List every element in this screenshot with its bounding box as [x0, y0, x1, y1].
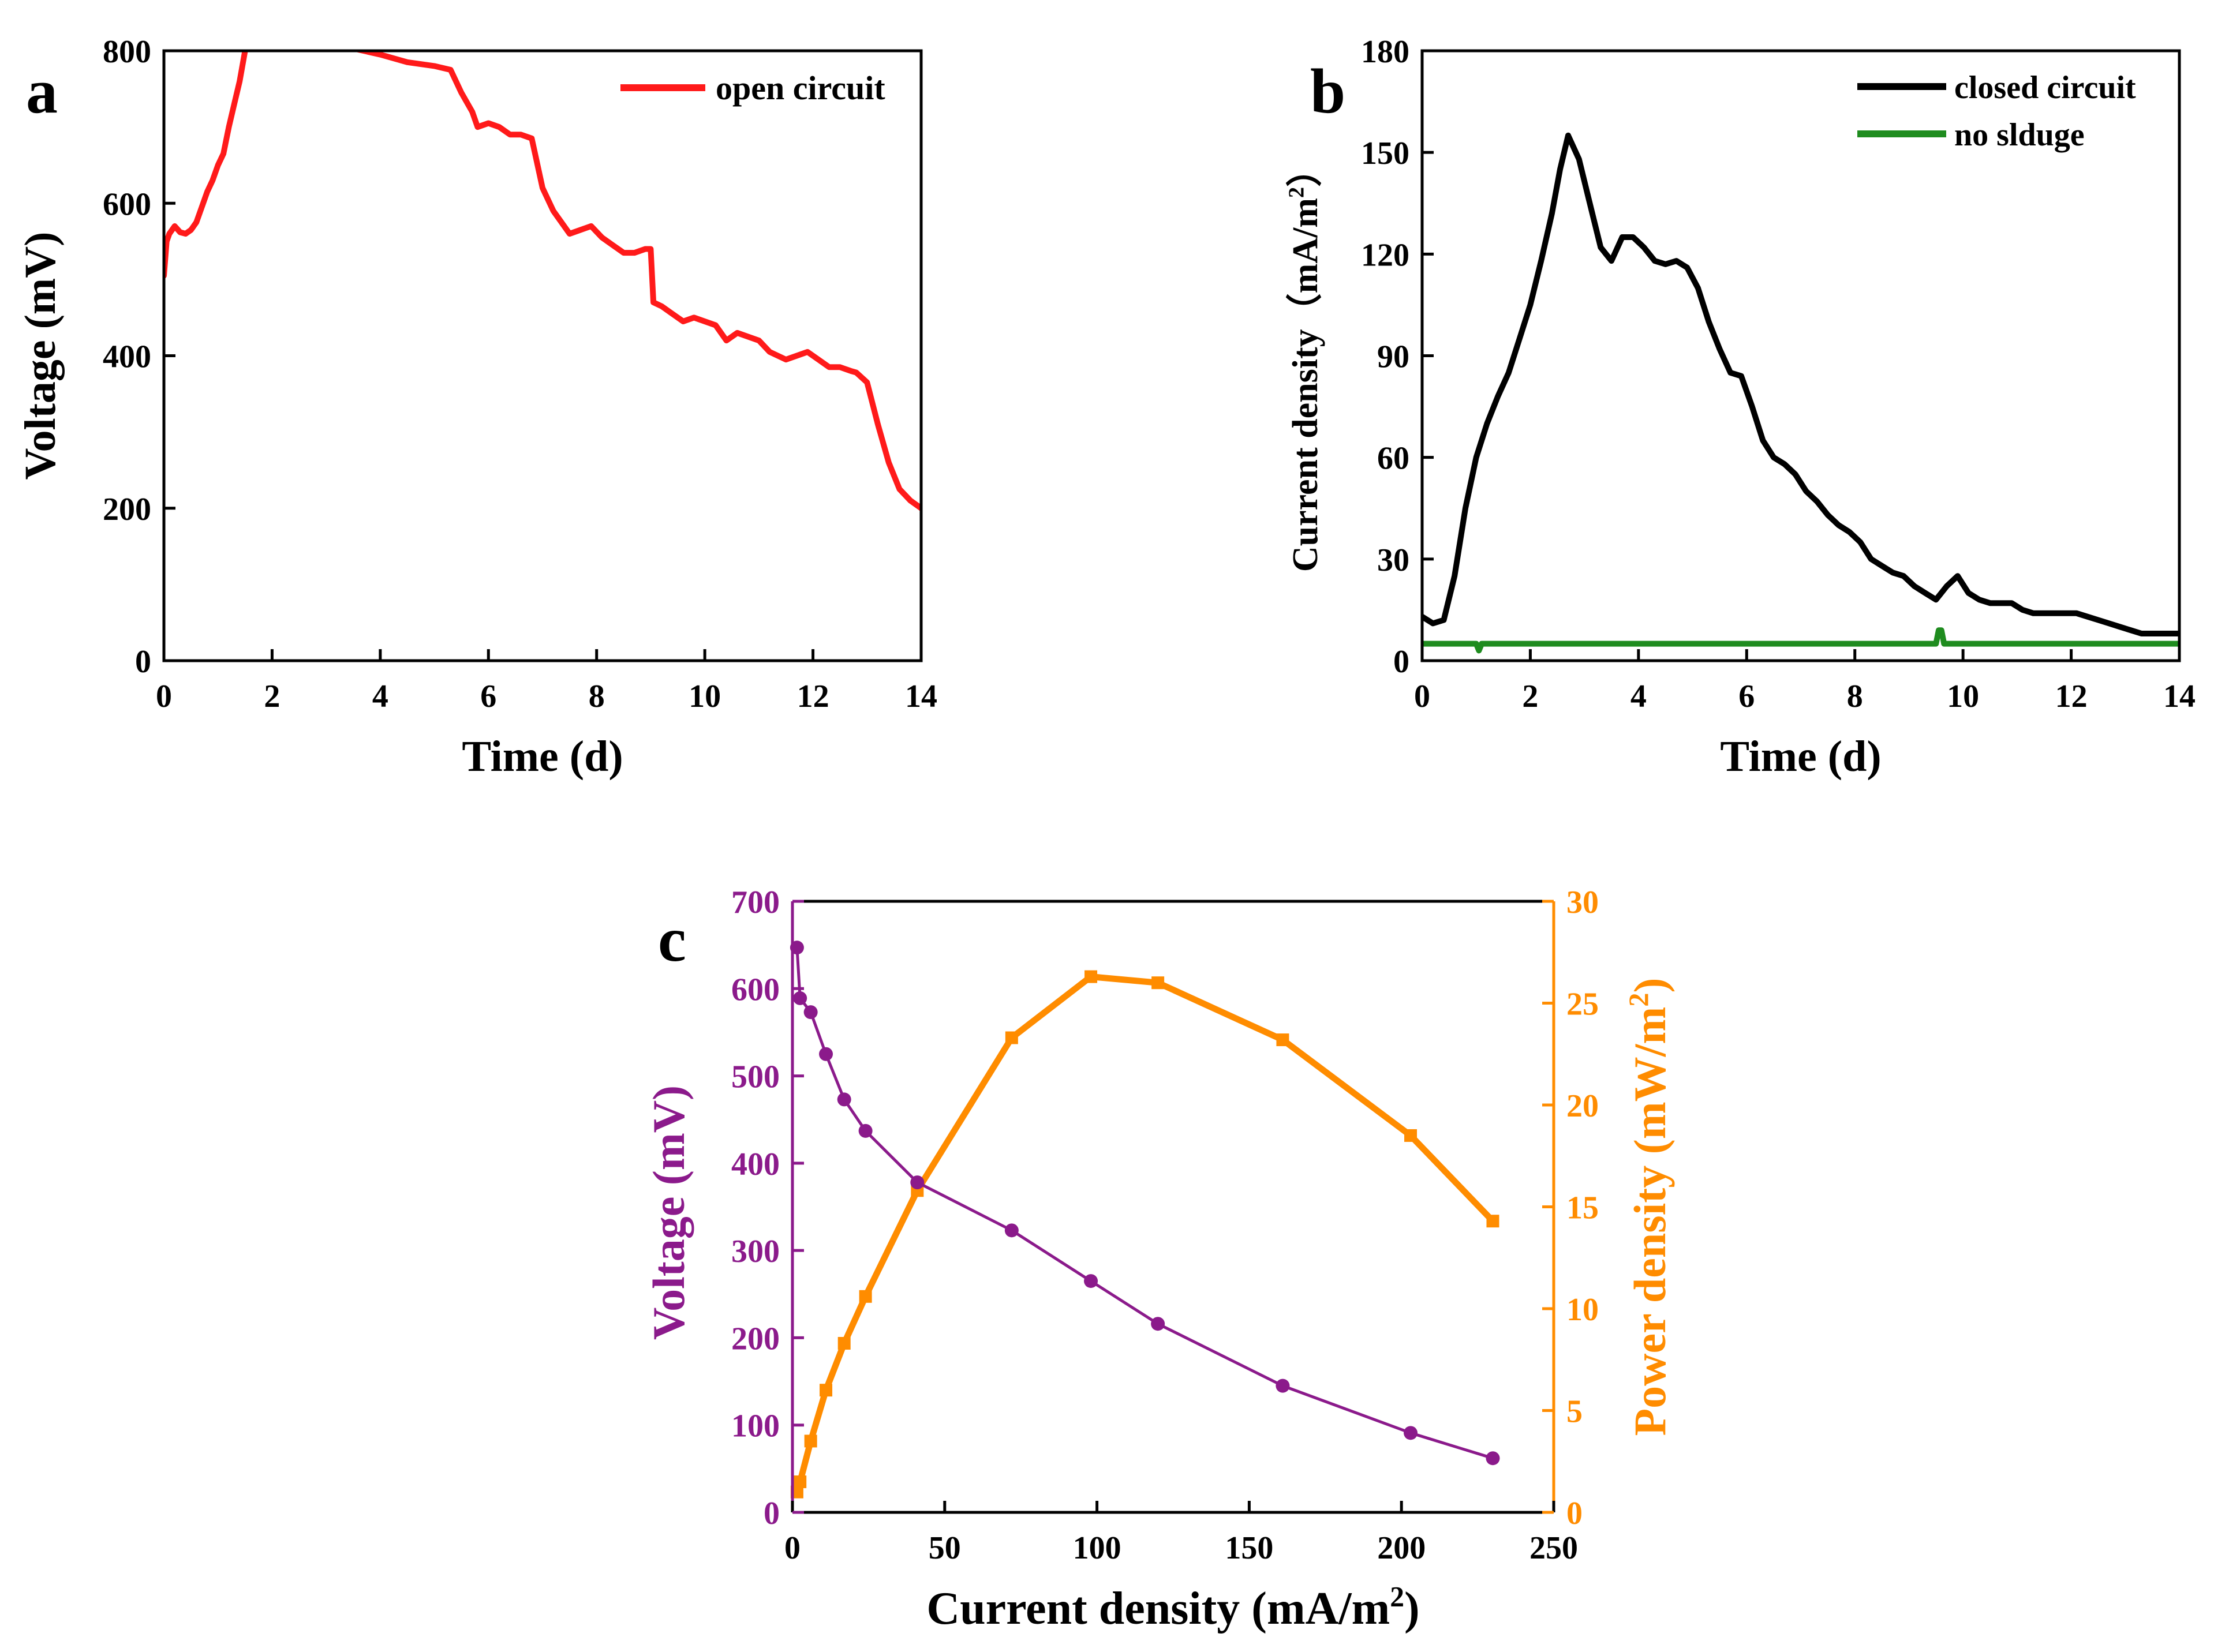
x-tick-label: 50 — [929, 1530, 961, 1566]
y-tick-label: 90 — [1377, 339, 1409, 375]
power-density-marker — [1151, 976, 1165, 990]
x-tick-label: 6 — [1738, 679, 1755, 714]
power-density-marker — [859, 1290, 872, 1303]
x-tick-label: 12 — [797, 679, 829, 714]
voltage-marker — [858, 1123, 873, 1138]
y-tick-label: 15 — [1566, 1190, 1599, 1226]
series-line-voltage — [795, 946, 1494, 1460]
x-tick-label: 200 — [1377, 1530, 1426, 1566]
y-tick-label: 30 — [1377, 542, 1409, 578]
panel-c-chart: 0 50 100 150 200 2500100200300400500600700051… — [644, 885, 1675, 1634]
x-tick-label: 6 — [480, 679, 496, 714]
y-tick-label: 700 — [731, 885, 780, 920]
panel-a-chart: 0 2 4 6 8 10 12 14 0 200 400 600 800 Time (d) Voltage … — [16, 34, 937, 781]
y-tick-label: 800 — [103, 34, 151, 70]
voltage-marker — [1404, 1426, 1418, 1440]
voltage-marker — [1004, 1223, 1019, 1238]
voltage-marker — [837, 1092, 851, 1107]
voltage-marker — [1486, 1451, 1500, 1466]
series-line-no-sludge — [1422, 627, 2179, 654]
y-tick-label: 0 — [135, 644, 151, 680]
power-density-marker — [1486, 1215, 1499, 1228]
x-tick-label: 4 — [1630, 679, 1647, 714]
y-tick-label: 150 — [1361, 136, 1409, 171]
legend-label-no-sludge: no slduge — [1954, 117, 2085, 153]
series-line-closed-circuit — [1422, 132, 2179, 636]
x-axis-title: Current density (mA/m2) — [926, 1581, 1419, 1634]
x-tick-label: 2 — [1522, 679, 1538, 714]
voltage-marker — [1276, 1378, 1290, 1393]
x-axis-title: Time (d) — [462, 732, 623, 781]
x-tick-label: 10 — [689, 679, 721, 714]
power-density-marker — [1084, 970, 1098, 983]
x-tick-label: 8 — [1847, 679, 1863, 714]
y-tick-label: 30 — [1566, 885, 1599, 920]
x-tick-label: 100 — [1073, 1530, 1121, 1566]
y-tick-label: 20 — [1566, 1088, 1599, 1124]
y-tick-label: 400 — [731, 1147, 780, 1182]
y-tick-label: 600 — [103, 186, 151, 222]
voltage-marker — [793, 991, 807, 1005]
x-tick-label: 0 — [1414, 679, 1430, 714]
x-tick-label: 10 — [1947, 679, 1979, 714]
power-density-marker — [837, 1337, 851, 1350]
voltage-marker — [819, 1047, 833, 1061]
y-axis-title: Current density（mA/m2） — [1284, 151, 1325, 572]
y-tick-label: 300 — [731, 1234, 780, 1269]
voltage-marker — [803, 1005, 818, 1020]
y-tick-label: 0 — [764, 1496, 780, 1531]
panel-b-chart: 0 2 4 6 8 10 12 14 0 30 60 90 120 150 180 Time (d) Curre… — [1284, 34, 2196, 781]
x-tick-label: 150 — [1225, 1530, 1273, 1566]
y-tick-label: 200 — [103, 492, 151, 527]
y-tick-label: 400 — [103, 339, 151, 375]
legend-label-open-circuit: open circuit — [716, 69, 885, 107]
voltage-marker — [1084, 1274, 1098, 1288]
voltage-marker — [1151, 1317, 1165, 1331]
y-tick-label: 60 — [1377, 441, 1409, 477]
x-tick-label: 14 — [905, 679, 937, 714]
y-tick-label: 180 — [1361, 34, 1409, 70]
power-density-marker — [1005, 1031, 1018, 1044]
y-tick-label: 600 — [731, 972, 780, 1007]
y-tick-label: 0 — [1566, 1496, 1583, 1531]
power-density-marker — [1276, 1033, 1289, 1047]
panel-label-a: a — [26, 56, 58, 126]
x-tick-label: 0 — [156, 679, 172, 714]
power-density-marker — [804, 1434, 817, 1448]
x-tick-label: 250 — [1529, 1530, 1578, 1566]
x-tick-label: 14 — [2163, 679, 2196, 714]
y-tick-label: 500 — [731, 1059, 780, 1095]
y-tick-label: 0 — [1393, 644, 1409, 680]
plot-frame — [162, 49, 923, 662]
y-tick-label: 100 — [731, 1408, 780, 1444]
y-tick-label: 5 — [1566, 1394, 1583, 1430]
series-line-open-circuit — [164, 51, 921, 511]
y-axis-title: Voltage (mV) — [16, 232, 65, 480]
legend-label-closed-circuit: closed circuit — [1954, 70, 2136, 106]
voltage-marker — [910, 1175, 925, 1190]
y-tick-label: 120 — [1361, 237, 1409, 273]
power-density-marker — [820, 1384, 833, 1397]
y-tick-label: 25 — [1566, 987, 1599, 1022]
right-y-axis-title: Power density (mW/m2) — [1624, 978, 1675, 1436]
y-tick-label: 10 — [1566, 1292, 1599, 1328]
x-tick-label: 12 — [2055, 679, 2088, 714]
series-line-power-density — [794, 973, 1496, 1496]
panel-label-b: b — [1310, 56, 1345, 126]
x-axis-title: Time (d) — [1720, 732, 1881, 781]
x-tick-label: 8 — [589, 679, 605, 714]
left-y-axis-title: Voltage (mV) — [644, 1085, 694, 1340]
y-tick-label: 200 — [731, 1321, 780, 1357]
panel-label-c: c — [658, 904, 686, 975]
x-tick-label: 2 — [264, 679, 280, 714]
x-tick-label: 4 — [372, 679, 388, 714]
power-density-marker — [794, 1475, 807, 1489]
x-tick-label: 0 — [784, 1530, 801, 1566]
power-density-marker — [1404, 1129, 1418, 1142]
